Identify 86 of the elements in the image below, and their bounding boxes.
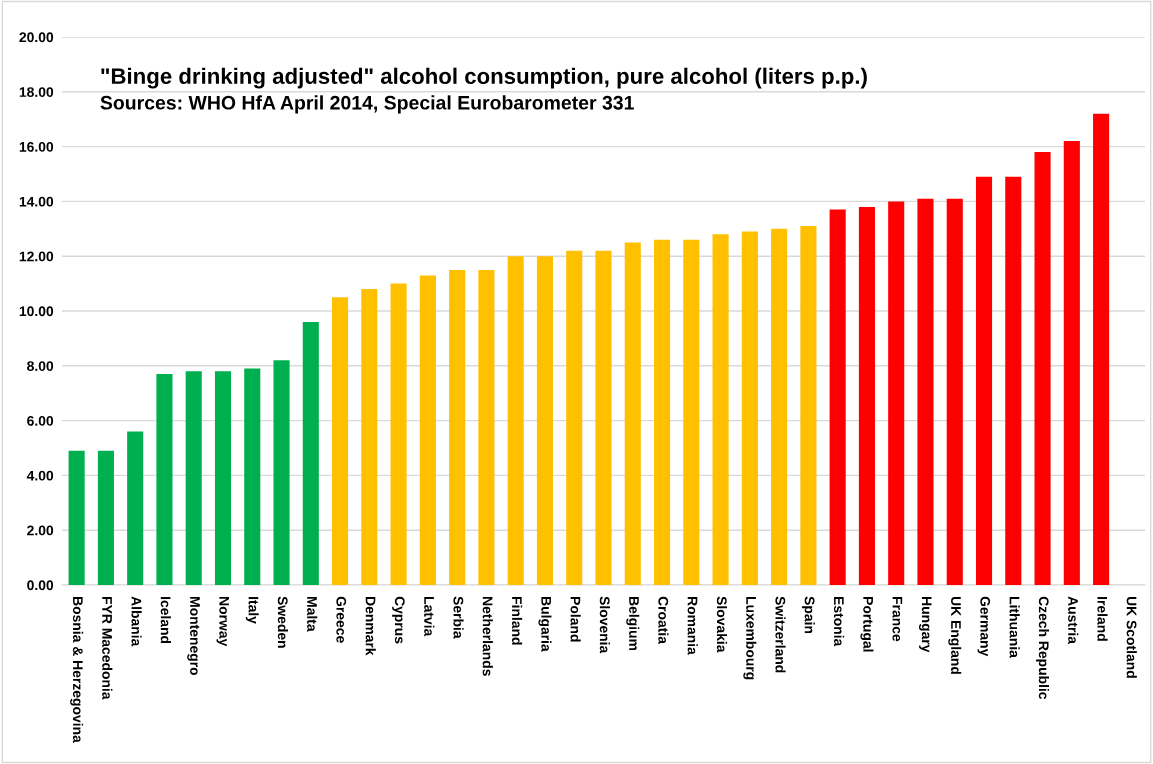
x-tick-label: Croatia (658, 596, 669, 645)
x-tick-label: Malta (307, 597, 318, 632)
x-tick-label: Finland (511, 597, 523, 645)
bar (68, 450, 85, 585)
x-tick-label: Spain (801, 596, 815, 634)
x-tick-label: Montenegro (187, 597, 200, 676)
x-tick-label: FYR Macedonia (102, 597, 113, 700)
x-tick-label: Germany (977, 596, 991, 657)
bar (390, 283, 407, 585)
bar (244, 368, 261, 585)
y-tick-label: 4.00 (26, 470, 54, 481)
bar (273, 360, 290, 585)
bar (478, 269, 495, 585)
bar (683, 239, 700, 585)
bar (1093, 113, 1110, 585)
bar (624, 242, 641, 585)
x-tick-label: Cyprus (392, 596, 405, 644)
y-tick-label: 20.00 (19, 32, 54, 43)
bar (917, 198, 934, 585)
y-tick-label: 10.00 (19, 306, 54, 317)
x-tick-label: Greece (336, 596, 347, 643)
y-tick-label: 0.00 (27, 580, 54, 591)
x-tick-label: Poland (570, 597, 581, 642)
x-tick-label: Iceland (160, 597, 171, 644)
x-tick-label: Norway (216, 597, 229, 647)
bar (1034, 152, 1051, 585)
x-tick-label: Czech Republic (1036, 596, 1050, 700)
bar (156, 374, 173, 585)
bar (214, 371, 232, 585)
y-tick-label: 18.00 (19, 87, 54, 97)
x-tick-label: Ireland (1097, 597, 1108, 641)
x-tick-label: Hungary (919, 597, 932, 653)
bar (332, 297, 349, 585)
bar (975, 176, 993, 585)
bar (361, 289, 378, 585)
bar (419, 275, 436, 585)
x-tick-label: Albania (131, 596, 142, 647)
bar (946, 198, 963, 585)
bar (302, 321, 319, 585)
bar (185, 371, 202, 585)
x-tick-label: Serbia (453, 596, 464, 639)
bar (653, 239, 671, 585)
x-tick-label: Slovenia (599, 596, 610, 654)
x-tick-label: Luxembourg (743, 597, 757, 680)
bar (536, 256, 554, 585)
bar (1005, 176, 1022, 585)
x-tick-label: UK Scotland (1126, 596, 1137, 678)
bar (858, 206, 875, 585)
x-tick-label: Lithuania (1009, 597, 1020, 658)
bar (1063, 141, 1080, 585)
x-tick-label: Denmark (365, 597, 376, 656)
x-tick-label: Romania (687, 597, 698, 655)
x-tick-label: Bosnia & Herzegovina (70, 597, 84, 743)
y-tick-label: 6.00 (27, 415, 54, 426)
x-tick-label: Estonia (833, 597, 845, 647)
bar (741, 231, 758, 585)
x-tick-label: Austria (1068, 596, 1079, 645)
y-tick-label: 14.00 (19, 196, 54, 207)
bar (888, 201, 905, 585)
x-tick-label: Netherlands (482, 597, 493, 676)
bar (712, 234, 729, 585)
bar (97, 450, 114, 585)
bar (800, 226, 817, 585)
x-tick-label: Latvia (424, 597, 435, 637)
y-tick-label: 12.00 (19, 251, 54, 262)
x-tick-label: Sweden (277, 596, 288, 648)
y-tick-label: 2.00 (27, 525, 54, 536)
y-tick-label: 16.00 (19, 141, 54, 152)
text: Sources: WHO HfA April 2014, Special Eurobarometer 331 (100, 95, 634, 114)
y-tick-label: 8.00 (27, 361, 54, 371)
text: "Binge drinking adjusted" alcohol consumption, pure alcohol (liters p.p.) (101, 67, 867, 89)
x-tick-label: Switzerland (775, 596, 786, 673)
x-tick-label: France (892, 597, 903, 642)
x-tick-label: Bulgaria (538, 597, 552, 652)
bar (595, 250, 612, 585)
x-tick-label: Slovakia (716, 596, 728, 653)
bar (507, 256, 524, 585)
bar (449, 269, 466, 585)
x-tick-label: Portugal (860, 597, 874, 652)
x-tick-label: Belgium (626, 597, 640, 651)
x-tick-label: UK England (948, 596, 962, 674)
bar (829, 209, 846, 585)
bar (566, 250, 583, 585)
bar (127, 431, 144, 585)
x-tick-label: Italy (245, 597, 259, 624)
bar (771, 228, 788, 585)
